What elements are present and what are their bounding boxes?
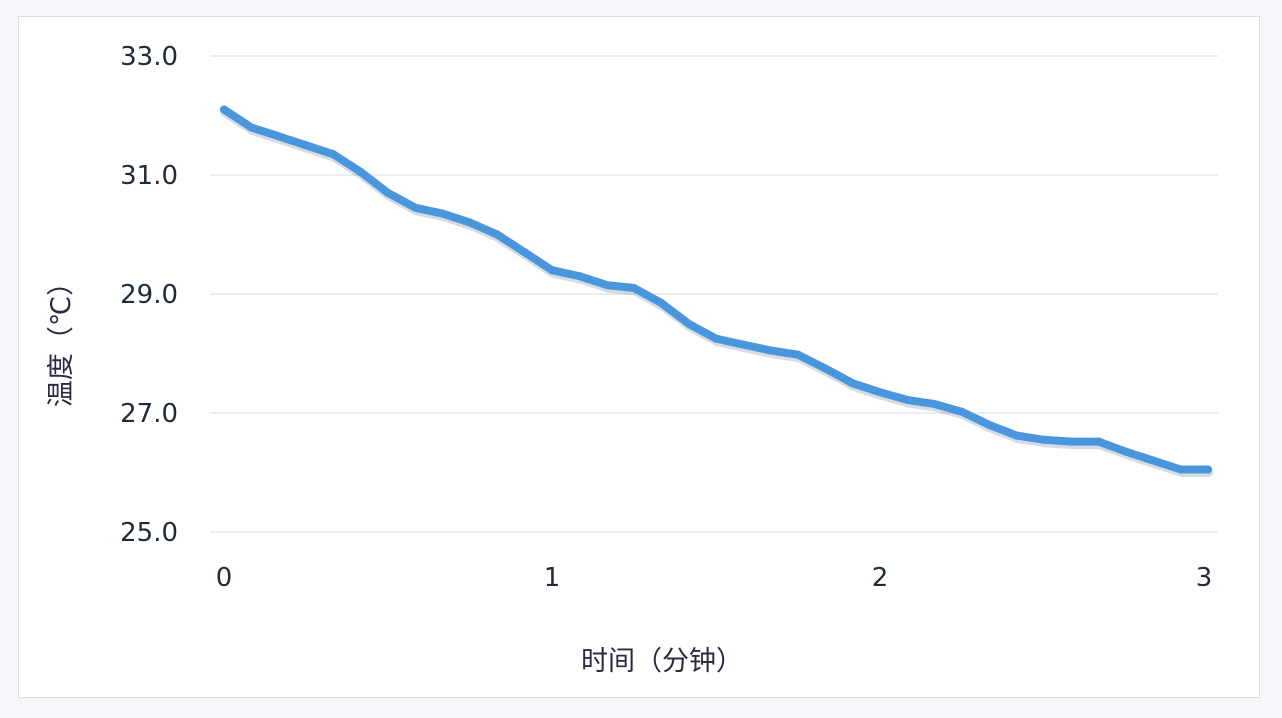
x-tick-label: 2 <box>872 563 889 593</box>
data-point <box>384 188 392 197</box>
data-point <box>1040 435 1048 444</box>
data-point <box>548 266 556 275</box>
data-point <box>438 209 447 218</box>
data-point <box>985 420 994 429</box>
y-tick-label: 33.0 <box>120 42 178 72</box>
series-group <box>220 105 1214 477</box>
y-tick-label: 29.0 <box>120 280 178 310</box>
x-tick-label: 0 <box>216 563 233 593</box>
data-point <box>520 248 529 257</box>
data-point <box>220 105 228 114</box>
y-tick-labels: 25.0 27.0 29.0 31.0 33.0 <box>120 42 178 548</box>
data-point <box>630 284 638 293</box>
data-point <box>739 340 748 349</box>
data-point <box>329 150 338 159</box>
x-tick-labels: 0 1 2 3 <box>216 563 1213 593</box>
data-point <box>766 346 775 355</box>
data-point <box>466 218 474 227</box>
series-line-0 <box>220 105 1212 474</box>
data-point <box>684 319 693 328</box>
data-point <box>356 168 365 177</box>
data-point <box>274 132 283 141</box>
data-point <box>411 203 420 212</box>
data-point <box>575 272 584 281</box>
data-point <box>821 364 830 373</box>
data-point <box>1176 465 1185 474</box>
y-tick-label: 25.0 <box>120 518 178 548</box>
data-point <box>876 388 884 397</box>
x-tick-label: 3 <box>1196 563 1213 593</box>
x-tick-label: 1 <box>544 563 561 593</box>
data-point <box>930 400 939 409</box>
grid-lines <box>210 55 1218 533</box>
data-point <box>958 407 966 416</box>
y-axis-title: 温度（℃） <box>46 269 77 407</box>
data-point <box>712 334 720 343</box>
data-point <box>1204 465 1212 474</box>
data-point <box>903 395 912 404</box>
series-line-shadow <box>220 108 1214 477</box>
data-point <box>1149 456 1158 465</box>
data-point <box>657 298 666 307</box>
data-point <box>848 379 857 388</box>
data-point <box>1122 447 1130 456</box>
data-point <box>602 281 611 290</box>
data-point <box>1012 431 1021 440</box>
data-point <box>302 141 310 150</box>
y-tick-label: 31.0 <box>120 161 178 191</box>
x-axis-title: 时间（分钟） <box>581 646 743 677</box>
data-point <box>794 350 802 359</box>
data-point <box>247 123 256 132</box>
chart-frame <box>18 16 1260 698</box>
y-tick-label: 27.0 <box>120 399 178 429</box>
data-point <box>1067 437 1076 446</box>
data-point <box>1094 437 1103 446</box>
data-point <box>493 230 502 239</box>
